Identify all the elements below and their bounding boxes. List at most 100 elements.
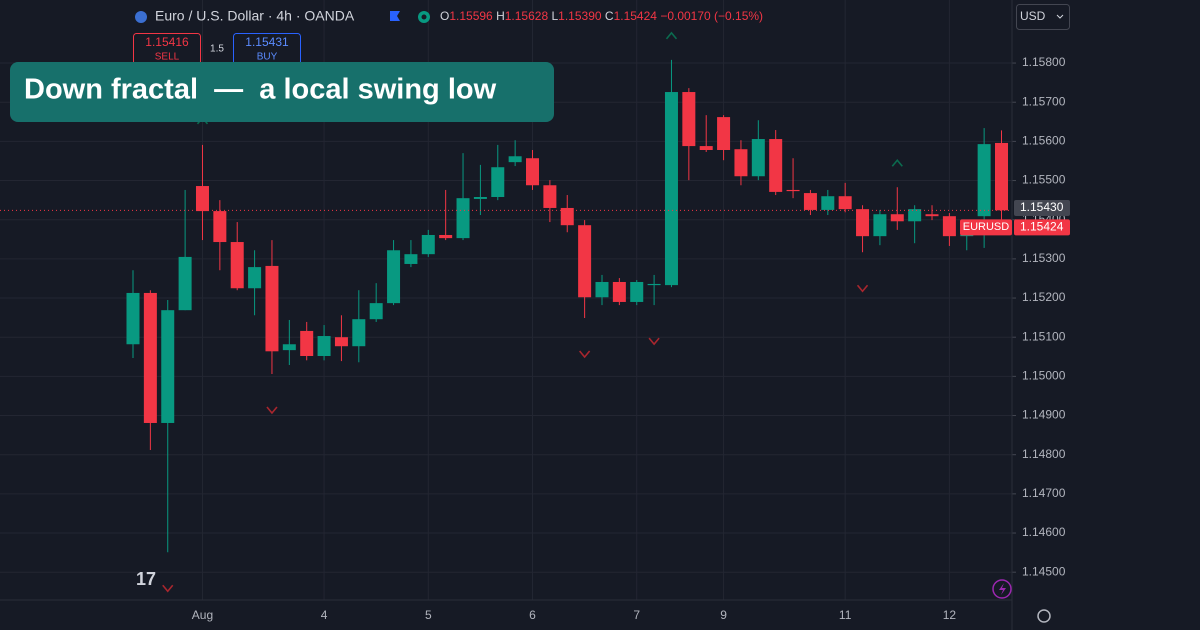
buy-label[interactable]: BUY [257,52,278,63]
candle-body [873,214,887,237]
annotation-box [10,62,554,122]
candle-body [995,142,1008,211]
candle-body [439,234,453,239]
x-tick-label: 11 [839,608,852,622]
candle-body [195,186,209,212]
y-tick-label: 1.14500 [1022,564,1066,578]
spread: 1.5 [210,44,224,55]
ohlc-value: 1.15424 [614,9,658,23]
ohlc-key: O [440,9,449,23]
up-fractal [891,158,903,167]
candle-body [925,214,939,217]
candle-body [977,144,991,217]
y-tick-label: 1.14600 [1022,525,1066,539]
down-fractal [162,584,174,593]
candle-body [734,149,748,177]
candle-body [960,234,974,237]
candle-body [161,310,175,423]
candle-body [508,156,522,163]
y-tick-label: 1.14800 [1022,447,1066,461]
candle-body [803,193,817,210]
candle-body [282,344,296,351]
x-tick-label: Aug [192,608,213,622]
y-tick-label: 1.15200 [1022,290,1066,304]
y-tick-label: 1.15800 [1022,55,1066,69]
candle-body [248,267,262,289]
candle-body [421,234,435,255]
sell-label[interactable]: SELL [155,52,180,63]
candle-body [317,336,331,357]
candle-body [838,196,852,210]
ref-price-box [1014,199,1070,216]
dropdown-arrow[interactable] [1056,14,1064,19]
candle-body [630,281,644,302]
y-tick-label: 1.15700 [1022,94,1066,108]
candle-body [404,254,418,264]
dropdown-box[interactable] [1016,4,1070,30]
symbol-flag [135,11,147,23]
ohlc-key: H [496,9,505,23]
symbol-label: EURUSD [963,221,1010,233]
ohlc-value: 1.15596 [449,9,493,23]
candle-body [751,139,765,177]
x-tick-label: 9 [720,608,727,622]
x-tick-label: 12 [943,608,957,622]
sell-button[interactable]: 1.15416 SELL [133,33,201,65]
buy-button[interactable]: 1.15431 BUY [233,33,301,65]
candle-body [213,211,227,243]
ref-price-label: 1.15430 [1020,200,1064,214]
x-tick-label: 4 [321,608,328,622]
candle-body [908,209,922,222]
candle-body [543,185,557,208]
candle-body [265,265,279,352]
currency-label[interactable]: USD [1020,9,1046,23]
currency-dropdown[interactable]: USD [1016,4,1070,30]
bookmark-icon [390,11,400,21]
candle-body [369,303,383,320]
candle-body [560,207,574,226]
candle-body [595,281,609,298]
candle-body [699,146,713,150]
ohlc-header: O1.15596 H1.15628 L1.15390 C1.15424 −0.0… [440,9,763,23]
candle-body [143,292,157,423]
ohlc-value: 1.15628 [505,9,549,23]
sell-price[interactable]: 1.15416 [145,35,189,49]
ohlc-value: 1.15390 [558,9,602,23]
y-tick-label: 1.14700 [1022,486,1066,500]
candle-body [664,92,678,286]
candle-body [821,196,835,210]
candle-body [612,281,626,302]
candle-body [456,198,470,239]
down-fractal [266,406,278,415]
y-tick-label: 1.15300 [1022,251,1066,265]
down-fractal [856,284,869,293]
down-fractal [648,337,660,346]
x-tick-label: 6 [529,608,536,622]
alert-bolt[interactable] [999,583,1006,595]
candle-body [526,158,540,186]
up-fractal [665,31,678,40]
overlay: 1.14500 1.14600 1.14700 1.14800 1.14900 1.150… [192,55,1070,622]
ohlc-key: L [551,9,558,23]
annotation: Down fractal — a local swing low [24,74,497,106]
symbol-title: Euro / U.S. Dollar · 4h · OANDA [155,8,355,24]
y-tick-label: 1.15100 [1022,329,1066,343]
last-price-box [1014,219,1070,236]
down-fractal [579,350,591,359]
alert-icon[interactable] [992,579,1012,599]
candle-body [178,256,192,311]
y-tick-label: 1.14900 [1022,408,1066,422]
candle-body [334,337,348,347]
buy-price[interactable]: 1.15431 [245,35,289,49]
settings-icon[interactable] [1037,609,1051,623]
candle-body [491,167,505,197]
candle-body [647,283,661,286]
candle-body [126,292,140,345]
y-tick-label: 1.15000 [1022,369,1066,383]
change-value: −0.00170 (−0.15%) [660,9,763,23]
candle-body [890,214,904,222]
candle-body [682,92,696,147]
candle-body [856,209,870,237]
